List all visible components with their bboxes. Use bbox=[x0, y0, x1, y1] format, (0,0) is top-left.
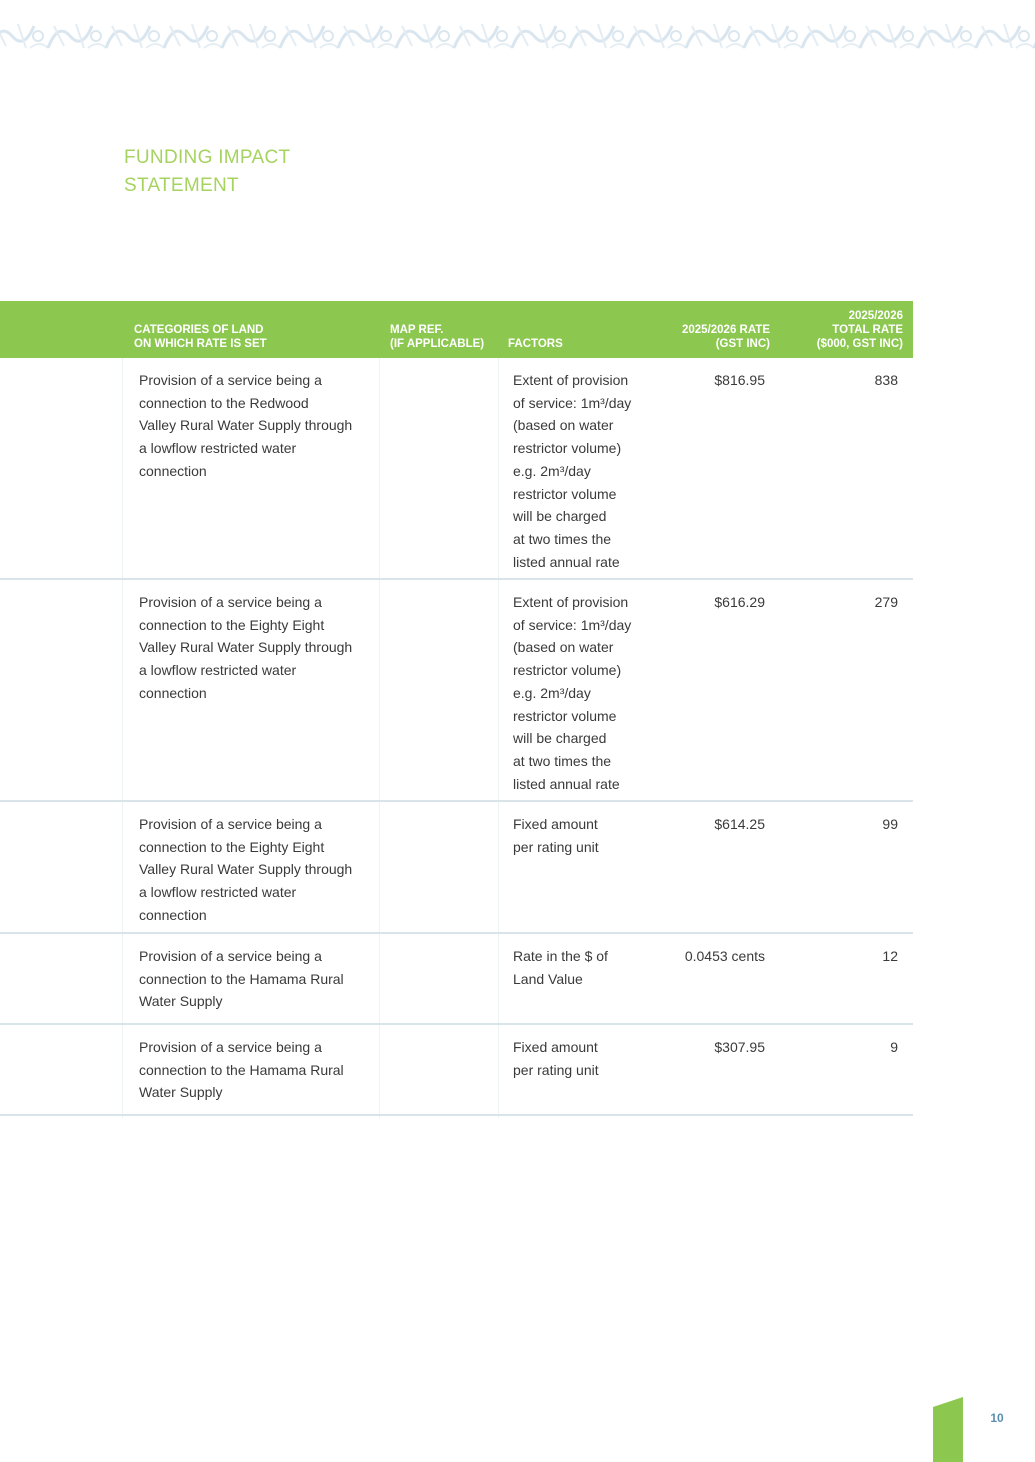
cell-line: will be charged bbox=[513, 508, 607, 525]
table-row: Provision of a service being a connection… bbox=[0, 580, 913, 802]
cell-line: Land Value bbox=[513, 970, 583, 987]
table-row: Provision of a service being a connection… bbox=[0, 934, 913, 1025]
cell-line: Fixed amount bbox=[513, 816, 598, 832]
cell-line: restrictor volume bbox=[513, 707, 617, 724]
cell-line: a lowflow restricted water bbox=[139, 662, 297, 679]
cell-line: connection to the Redwood bbox=[139, 394, 309, 411]
cell-factors: Extent of provision of service: 1m³/day (b… bbox=[513, 591, 653, 795]
cell-factors: Fixed amount per rating unit bbox=[513, 1036, 653, 1081]
cell-line: per rating unit bbox=[513, 1061, 599, 1078]
cell-line: Water Supply bbox=[139, 993, 223, 1010]
cell-category: Provision of a service being a connection… bbox=[139, 813, 379, 927]
column-header-map-ref: MAP REF. (IF APPLICABLE) bbox=[390, 323, 484, 351]
column-divider bbox=[379, 358, 380, 1118]
cell-line: at two times the bbox=[513, 530, 612, 547]
table-row: Provision of a service being a connection… bbox=[0, 358, 913, 580]
cell-line: restrictor volume) bbox=[513, 440, 622, 457]
cell-total-rate: 279 bbox=[874, 594, 898, 610]
cell-factors: Rate in the $ of Land Value bbox=[513, 945, 653, 990]
column-header-line: TOTAL RATE bbox=[832, 324, 903, 336]
column-header-total-rate: 2025/2026 TOTAL RATE ($000, GST INC) bbox=[817, 309, 903, 351]
cell-line: Provision of a service being a bbox=[139, 594, 322, 610]
cell-line: Rate in the $ of bbox=[513, 948, 608, 964]
cell-line: Extent of provision bbox=[513, 594, 629, 610]
column-header-line: MAP REF. bbox=[390, 324, 444, 336]
cell-line: connection to the Hamama Rural bbox=[139, 1061, 344, 1078]
column-header-line: CATEGORIES OF LAND bbox=[134, 324, 264, 336]
page-title: FUNDING IMPACT STATEMENT bbox=[124, 144, 290, 200]
cell-line: Provision of a service being a bbox=[139, 948, 322, 964]
cell-line: connection bbox=[139, 684, 207, 701]
cell-category: Provision of a service being a connection… bbox=[139, 945, 379, 1013]
cell-line: listed annual rate bbox=[513, 553, 620, 570]
cell-line: connection to the Eighty Eight bbox=[139, 616, 325, 633]
cell-category: Provision of a service being a connection… bbox=[139, 369, 379, 483]
cell-line: of service: 1m³/day bbox=[513, 394, 632, 411]
cell-line: Provision of a service being a bbox=[139, 372, 322, 388]
cell-line: at two times the bbox=[513, 752, 612, 769]
cell-category: Provision of a service being a connection… bbox=[139, 1036, 379, 1104]
cell-line: restrictor volume bbox=[513, 485, 617, 502]
cell-line: Provision of a service being a bbox=[139, 816, 322, 832]
cell-line: of service: 1m³/day bbox=[513, 616, 632, 633]
cell-line: (based on water bbox=[513, 639, 614, 656]
cell-line: Valley Rural Water Supply through bbox=[139, 639, 353, 656]
cell-line: connection to the Hamama Rural bbox=[139, 970, 344, 987]
cell-line: listed annual rate bbox=[513, 775, 620, 792]
cell-line: Provision of a service being a bbox=[139, 1039, 322, 1055]
cell-rate: 0.0453 cents bbox=[684, 948, 765, 964]
column-header-line: (IF APPLICABLE) bbox=[390, 338, 485, 350]
page-tab-accent bbox=[933, 1397, 963, 1462]
cell-factors: Fixed amount per rating unit bbox=[513, 813, 653, 858]
cell-line: connection to the Eighty Eight bbox=[139, 838, 325, 855]
table-row: Provision of a service being a connection… bbox=[0, 1025, 913, 1116]
pattern-banner-icon bbox=[0, 23, 1035, 49]
page-title-line: STATEMENT bbox=[124, 175, 239, 196]
cell-line: e.g. 2m³/day bbox=[513, 684, 591, 701]
cell-total-rate: 838 bbox=[874, 372, 898, 388]
cell-line: connection bbox=[139, 906, 207, 923]
cell-factors: Extent of provision of service: 1m³/day (b… bbox=[513, 369, 653, 573]
column-header-line: 2025/2026 RATE bbox=[681, 324, 770, 336]
column-divider bbox=[122, 358, 123, 1118]
column-header-line: ON WHICH RATE IS SET bbox=[134, 338, 267, 350]
decorative-pattern-banner bbox=[0, 18, 1035, 54]
cell-line: will be charged bbox=[513, 730, 607, 747]
cell-rate: $614.25 bbox=[714, 816, 765, 832]
cell-line: (based on water bbox=[513, 417, 614, 434]
cell-rate: $816.95 bbox=[714, 372, 765, 388]
cell-line: Fixed amount bbox=[513, 1039, 598, 1055]
cell-rate: $307.95 bbox=[714, 1039, 765, 1055]
cell-total-rate: 99 bbox=[882, 816, 898, 832]
cell-total-rate: 12 bbox=[882, 948, 898, 964]
cell-line: Extent of provision bbox=[513, 372, 629, 388]
cell-line: Valley Rural Water Supply through bbox=[139, 861, 353, 878]
column-divider bbox=[498, 358, 499, 1118]
cell-category: Provision of a service being a connection… bbox=[139, 591, 379, 705]
column-header-line: FACTORS bbox=[508, 338, 563, 350]
column-header-line: 2025/2026 bbox=[848, 310, 903, 322]
page-number: 10 bbox=[990, 1411, 1004, 1425]
column-header-factors: FACTORS bbox=[508, 337, 563, 351]
table-header: CATEGORIES OF LAND ON WHICH RATE IS SET … bbox=[0, 301, 913, 358]
page-title-line: FUNDING IMPACT bbox=[124, 147, 291, 168]
cell-line: a lowflow restricted water bbox=[139, 884, 297, 901]
cell-line: Water Supply bbox=[139, 1084, 223, 1101]
column-header-line: (GST INC) bbox=[715, 338, 770, 350]
cell-line: Valley Rural Water Supply through bbox=[139, 417, 353, 434]
page-tab-corner bbox=[933, 1397, 963, 1407]
rates-table-body: Provision of a service being a connection… bbox=[0, 358, 913, 1116]
cell-line: per rating unit bbox=[513, 838, 599, 855]
column-header-line: ($000, GST INC) bbox=[816, 338, 903, 350]
cell-line: e.g. 2m³/day bbox=[513, 462, 591, 479]
cell-rate: $616.29 bbox=[714, 594, 765, 610]
table-row: Provision of a service being a connection… bbox=[0, 802, 913, 934]
column-header-rate: 2025/2026 RATE (GST INC) bbox=[682, 323, 770, 351]
cell-total-rate: 9 bbox=[890, 1039, 898, 1055]
cell-line: restrictor volume) bbox=[513, 662, 622, 679]
cell-line: a lowflow restricted water bbox=[139, 440, 297, 457]
column-header-categories: CATEGORIES OF LAND ON WHICH RATE IS SET bbox=[134, 323, 267, 351]
cell-line: connection bbox=[139, 462, 207, 479]
